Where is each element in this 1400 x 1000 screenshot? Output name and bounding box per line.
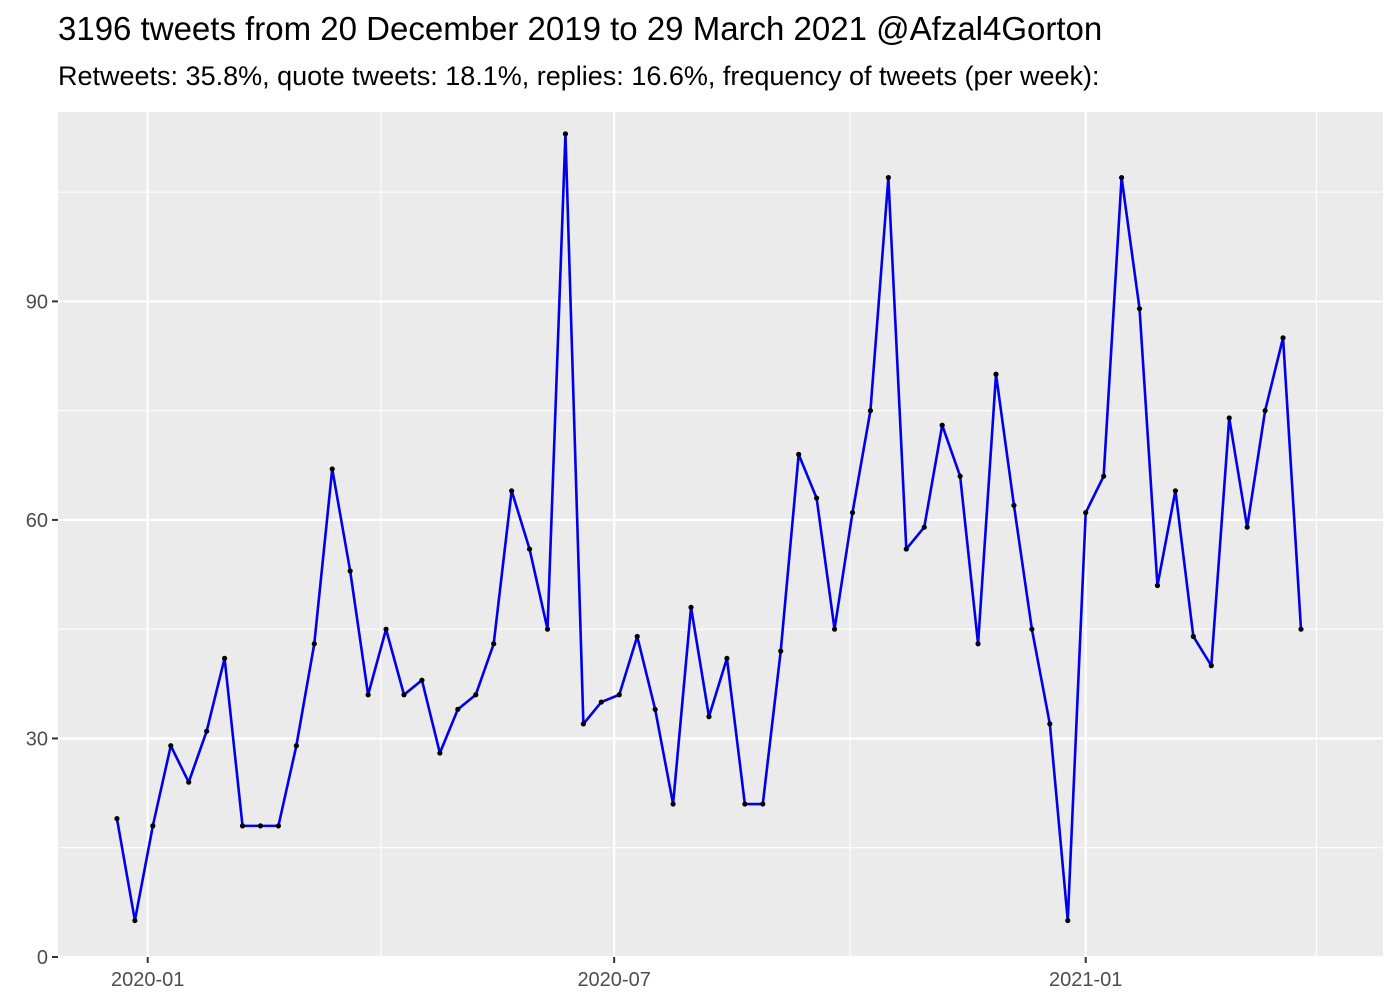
data-point <box>921 524 927 530</box>
data-point <box>544 626 551 632</box>
data-point <box>437 750 443 756</box>
data-point <box>1244 524 1250 530</box>
data-point <box>1262 408 1268 414</box>
data-point <box>724 655 730 661</box>
data-point <box>885 174 891 181</box>
data-point <box>239 823 246 829</box>
data-point <box>939 422 945 428</box>
data-point <box>114 815 120 822</box>
data-point <box>1280 335 1286 341</box>
data-point <box>329 466 335 472</box>
data-point <box>1190 633 1196 640</box>
data-point <box>1047 721 1053 727</box>
grid-minor <box>58 112 1383 957</box>
data-point <box>186 779 192 785</box>
data-point <box>1172 488 1179 494</box>
axis-labels: 0 30 60 90 2020-01 2020-07 2021-01 <box>26 291 1123 991</box>
data-point <box>796 451 802 457</box>
data-point <box>1226 415 1232 421</box>
data-point <box>204 728 210 734</box>
data-point <box>760 801 766 807</box>
data-point <box>1154 582 1161 589</box>
data-point <box>526 546 533 552</box>
data-point <box>1065 917 1071 924</box>
data-point <box>1083 510 1089 516</box>
data-point <box>634 633 640 640</box>
y-tick-label: 30 <box>26 728 48 750</box>
data-point <box>957 473 963 479</box>
data-point <box>132 917 138 924</box>
y-tick-label: 90 <box>26 291 48 313</box>
data-point <box>473 692 479 698</box>
chart-subtitle: Retweets: 35.8%, quote tweets: 18.1%, re… <box>58 61 1100 91</box>
data-point <box>993 371 999 377</box>
data-point <box>221 655 228 661</box>
data-point <box>275 823 282 829</box>
data-point <box>1136 306 1143 312</box>
data-point <box>347 568 353 574</box>
data-point <box>580 721 586 727</box>
data-point <box>509 488 515 494</box>
data-point <box>706 714 712 720</box>
plot-panel <box>58 112 1383 957</box>
data-point <box>670 801 676 807</box>
data-point <box>903 546 909 552</box>
data-point <box>401 692 407 698</box>
data-point <box>383 626 389 632</box>
data-point <box>1029 626 1035 632</box>
data-point <box>1101 473 1107 479</box>
data-point <box>1118 174 1125 181</box>
data-point <box>598 699 604 705</box>
data-point <box>1208 663 1214 669</box>
data-point <box>455 706 461 712</box>
data-point <box>311 641 317 647</box>
data-point <box>257 823 264 829</box>
data-point <box>742 801 748 807</box>
data-point <box>293 743 299 749</box>
chart-title: 3196 tweets from 20 December 2019 to 29 … <box>58 10 1103 47</box>
data-point <box>867 408 874 414</box>
data-point <box>1298 626 1304 632</box>
data-point <box>975 641 981 647</box>
axis-ticks <box>52 300 1087 963</box>
x-tick-label: 2020-07 <box>577 969 650 991</box>
data-point <box>616 692 622 698</box>
data-point <box>491 641 497 647</box>
y-tick-label: 60 <box>26 510 48 532</box>
x-tick-label: 2020-01 <box>111 969 184 991</box>
points-layer <box>114 131 1304 924</box>
data-point <box>168 743 174 749</box>
data-point <box>831 626 838 632</box>
data-point <box>652 706 658 712</box>
data-point <box>814 495 820 501</box>
x-tick-label: 2021-01 <box>1049 969 1122 991</box>
data-point <box>365 692 371 698</box>
data-point <box>688 604 694 610</box>
data-point <box>419 677 425 683</box>
data-point <box>150 823 156 829</box>
data-point <box>562 131 569 137</box>
data-point <box>778 648 784 654</box>
grid-major <box>58 112 1383 959</box>
y-tick-label: 0 <box>37 947 48 969</box>
data-point <box>1011 502 1017 508</box>
data-point <box>849 510 856 516</box>
